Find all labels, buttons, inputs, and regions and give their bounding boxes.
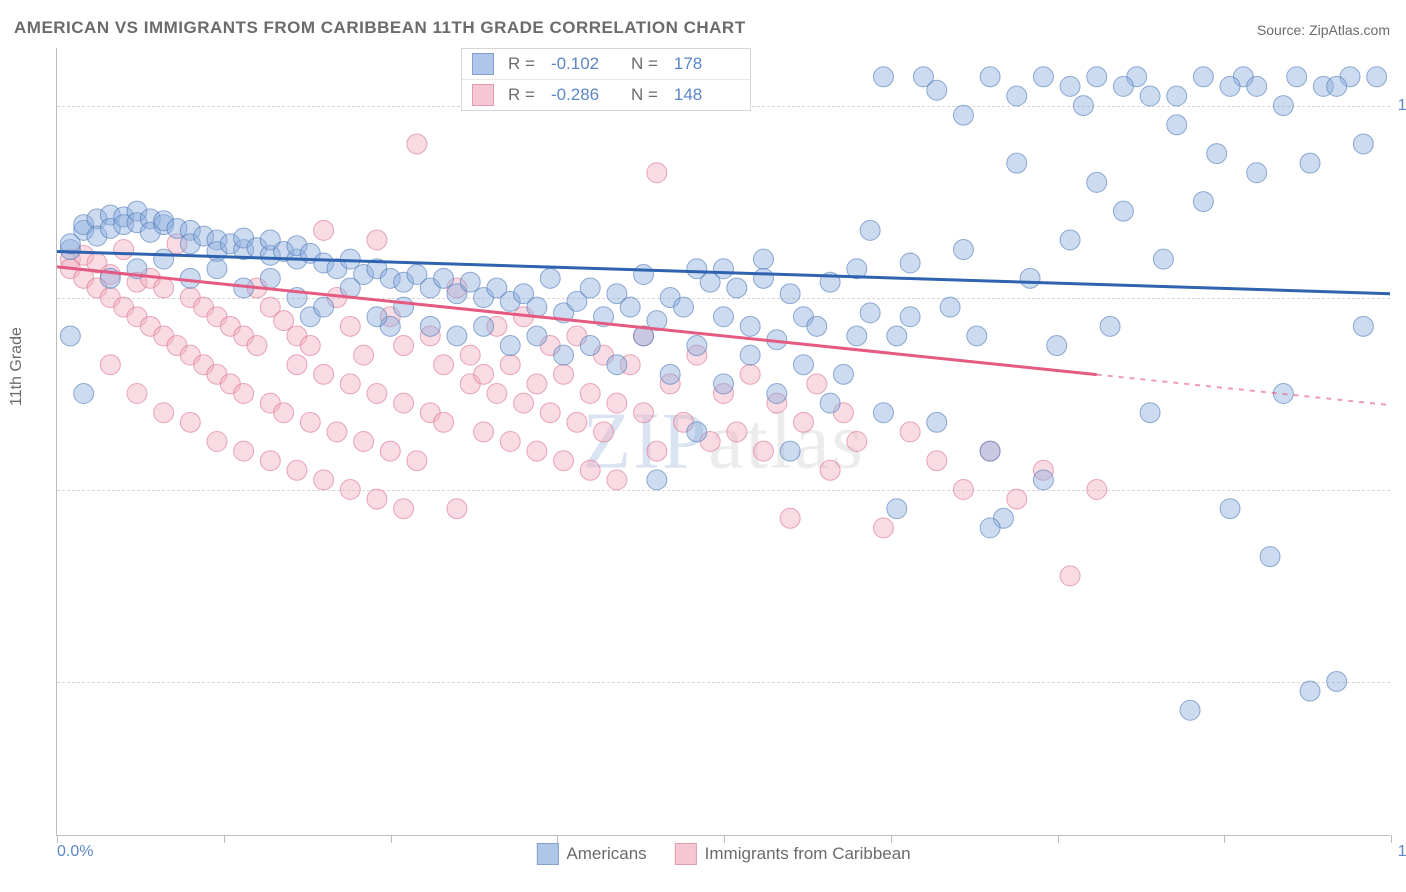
stat-n-val-0: 178 bbox=[674, 54, 734, 74]
scatter-svg bbox=[57, 48, 1390, 835]
x-tick-mark bbox=[891, 835, 892, 843]
plot-area: ZIPatlas 70.0%80.0%90.0%100.0% 0.0% 100.… bbox=[56, 48, 1390, 836]
x-tick-mark bbox=[391, 835, 392, 843]
x-tick-mark bbox=[57, 835, 58, 843]
x-tick-mark bbox=[1391, 835, 1392, 843]
x-tick-100: 100.0% bbox=[1398, 843, 1406, 861]
chart-container: AMERICAN VS IMMIGRANTS FROM CARIBBEAN 11… bbox=[0, 0, 1406, 892]
stat-n-val-1: 148 bbox=[674, 85, 734, 105]
source-label: Source: bbox=[1257, 22, 1305, 38]
x-tick-mark bbox=[1224, 835, 1225, 843]
bottom-legend: Americans Immigrants from Caribbean bbox=[536, 843, 910, 865]
legend-swatch-americans bbox=[536, 843, 558, 865]
stat-r-label-1: R = bbox=[508, 85, 535, 105]
stat-r-val-0: -0.102 bbox=[551, 54, 611, 74]
x-tick-mark bbox=[1058, 835, 1059, 843]
stat-n-label-1: N = bbox=[631, 85, 658, 105]
source-attribution: Source: ZipAtlas.com bbox=[1257, 22, 1390, 38]
stat-r-label: R = bbox=[508, 54, 535, 74]
swatch-americans bbox=[472, 53, 494, 75]
stat-n-label: N = bbox=[631, 54, 658, 74]
y-axis-label: 11th Grade bbox=[8, 327, 26, 406]
stat-r-val-1: -0.286 bbox=[551, 85, 611, 105]
chart-title: AMERICAN VS IMMIGRANTS FROM CARIBBEAN 11… bbox=[14, 18, 746, 38]
x-tick-mark bbox=[724, 835, 725, 843]
legend-item-caribbean: Immigrants from Caribbean bbox=[675, 843, 911, 865]
legend-item-americans: Americans bbox=[536, 843, 646, 865]
stats-row-americans: R = -0.102 N = 178 bbox=[462, 49, 750, 79]
legend-swatch-caribbean bbox=[675, 843, 697, 865]
legend-label-americans: Americans bbox=[566, 844, 646, 864]
stats-row-caribbean: R = -0.286 N = 148 bbox=[462, 79, 750, 110]
x-tick-mark bbox=[557, 835, 558, 843]
legend-label-caribbean: Immigrants from Caribbean bbox=[705, 844, 911, 864]
source-link[interactable]: ZipAtlas.com bbox=[1309, 22, 1390, 38]
x-tick-mark bbox=[224, 835, 225, 843]
swatch-caribbean bbox=[472, 84, 494, 106]
stats-legend-box: R = -0.102 N = 178 R = -0.286 N = 148 bbox=[461, 48, 751, 111]
x-tick-0: 0.0% bbox=[57, 843, 93, 861]
y-tick-label: 100.0% bbox=[1398, 97, 1406, 115]
